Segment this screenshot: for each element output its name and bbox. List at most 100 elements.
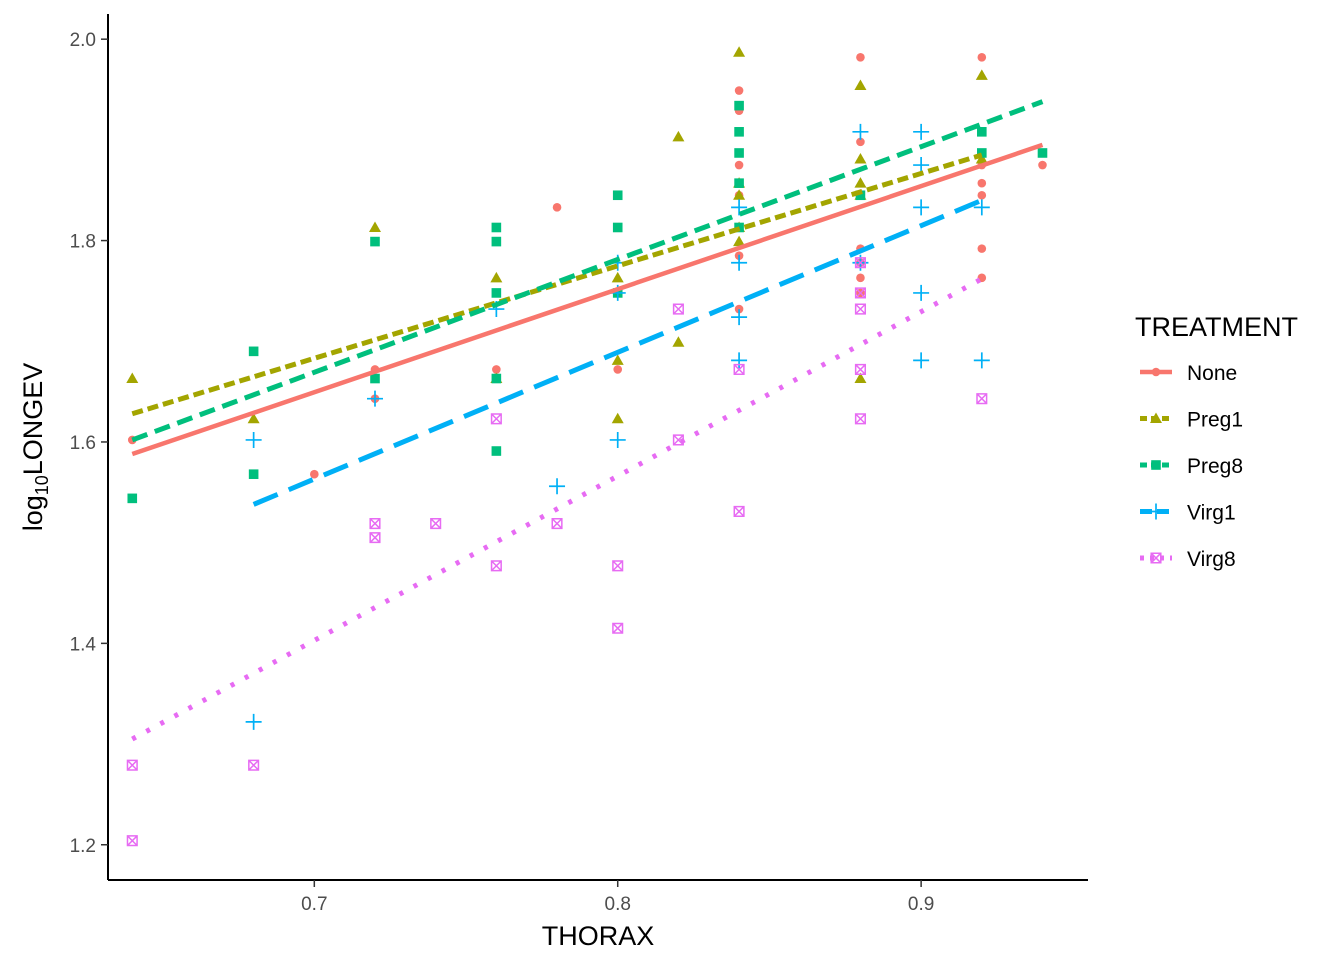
data-point-virg8 xyxy=(854,257,866,269)
data-point-preg1 xyxy=(126,372,139,384)
x-tick-label: 0.7 xyxy=(301,894,327,915)
data-point-none xyxy=(552,203,562,212)
series-virg8 xyxy=(126,257,988,847)
data-point-preg8 xyxy=(370,236,380,247)
legend-title: TREATMENT xyxy=(1135,312,1298,342)
fit-line-preg1 xyxy=(131,152,983,417)
data-point-virg1 xyxy=(973,199,990,216)
legend-label: Preg1 xyxy=(1187,409,1243,432)
legend-item-preg1: Preg1 xyxy=(1140,409,1243,432)
data-point-none xyxy=(856,53,865,62)
data-point-preg8 xyxy=(370,373,380,384)
legend: TREATMENT None Preg1 Preg8 Virg1 Virg8 xyxy=(1135,312,1298,571)
data-point-virg8 xyxy=(490,413,502,425)
data-point-none xyxy=(734,304,744,314)
data-point-virg1 xyxy=(731,254,748,271)
y-tick-label: 1.2 xyxy=(70,836,96,857)
data-point-virg8 xyxy=(369,532,381,544)
data-point-preg1 xyxy=(733,235,746,247)
legend-item-none: None xyxy=(1140,362,1237,385)
data-point-none xyxy=(977,53,987,62)
data-point-none xyxy=(977,190,987,200)
data-point-preg8 xyxy=(855,190,866,201)
data-point-preg1 xyxy=(672,130,685,142)
data-point-virg8 xyxy=(369,517,381,530)
data-point-none xyxy=(1038,160,1047,170)
data-point-preg8 xyxy=(977,148,987,158)
data-point-preg1 xyxy=(854,79,867,90)
data-point-virg8 xyxy=(551,517,563,530)
data-point-none xyxy=(492,365,501,374)
data-point-virg1 xyxy=(913,284,930,301)
data-point-preg1 xyxy=(672,336,685,347)
data-point-preg1 xyxy=(368,221,381,232)
data-point-none xyxy=(310,469,319,479)
data-point-virg1 xyxy=(913,123,930,140)
data-point-preg1 xyxy=(975,69,988,80)
data-point-preg8 xyxy=(612,222,623,233)
data-point-virg8 xyxy=(430,517,442,530)
x-tick-label: 0.9 xyxy=(908,894,934,915)
data-point-virg8 xyxy=(672,434,684,446)
data-point-virg8 xyxy=(854,287,866,299)
data-point-virg1 xyxy=(245,713,262,730)
data-point-virg1 xyxy=(366,390,383,407)
legend-swatch-marker xyxy=(1151,367,1161,377)
data-point-preg8 xyxy=(248,469,259,479)
data-point-preg1 xyxy=(611,271,624,283)
fit-line-virg1 xyxy=(252,197,983,507)
data-point-none xyxy=(977,244,987,253)
data-point-preg1 xyxy=(611,412,624,424)
data-point-preg8 xyxy=(127,493,138,504)
data-point-preg8 xyxy=(491,446,502,456)
data-point-preg8 xyxy=(491,288,502,298)
data-point-preg1 xyxy=(611,354,624,365)
legend-label: Preg8 xyxy=(1187,455,1243,478)
y-axis-title-base: log xyxy=(18,495,48,531)
plot-area xyxy=(126,46,1048,847)
data-point-virg8 xyxy=(126,759,138,771)
fit-line-none xyxy=(131,142,1044,457)
data-point-preg8 xyxy=(734,100,744,111)
data-point-none xyxy=(856,273,865,283)
y-axis-title-rest: LONGEV xyxy=(18,363,48,476)
data-point-virg1 xyxy=(913,352,930,369)
data-point-preg8 xyxy=(491,236,502,247)
data-point-none xyxy=(734,86,744,95)
data-point-virg1 xyxy=(609,431,626,448)
data-point-preg8 xyxy=(734,178,744,188)
data-point-virg8 xyxy=(854,413,866,425)
data-point-virg1 xyxy=(852,123,869,140)
y-tick-label: 1.6 xyxy=(70,433,96,454)
data-point-virg8 xyxy=(854,363,866,376)
legend-swatch-marker xyxy=(1150,552,1162,564)
data-point-virg8 xyxy=(490,560,502,572)
legend-item-preg8: Preg8 xyxy=(1140,455,1243,478)
data-point-virg8 xyxy=(126,835,138,847)
data-point-virg8 xyxy=(612,622,624,634)
y-tick-label: 1.4 xyxy=(70,634,97,655)
y-axis-title: log10LONGEV xyxy=(18,363,52,532)
data-point-preg8 xyxy=(977,127,987,137)
data-point-none xyxy=(856,137,865,147)
y-tick-label: 1.8 xyxy=(70,232,96,253)
legend-swatch-marker xyxy=(1148,503,1164,520)
data-point-virg1 xyxy=(913,157,930,174)
data-point-preg1 xyxy=(490,271,503,283)
series-preg8 xyxy=(127,100,1048,504)
data-point-preg1 xyxy=(854,177,867,188)
legend-item-virg8: Virg8 xyxy=(1140,548,1236,571)
data-point-preg8 xyxy=(491,222,502,233)
y-axis-title-subscript: 10 xyxy=(32,475,52,495)
data-point-preg1 xyxy=(854,372,867,384)
data-point-none xyxy=(734,160,744,170)
data-point-virg8 xyxy=(976,393,988,405)
legend-label: Virg1 xyxy=(1187,502,1236,525)
data-point-none xyxy=(977,178,987,188)
data-point-preg8 xyxy=(612,190,623,201)
legend-swatch-marker xyxy=(1150,412,1162,423)
fit-line-preg8 xyxy=(131,99,1044,443)
legend-swatch-marker xyxy=(1151,460,1161,470)
data-point-virg8 xyxy=(612,560,624,572)
